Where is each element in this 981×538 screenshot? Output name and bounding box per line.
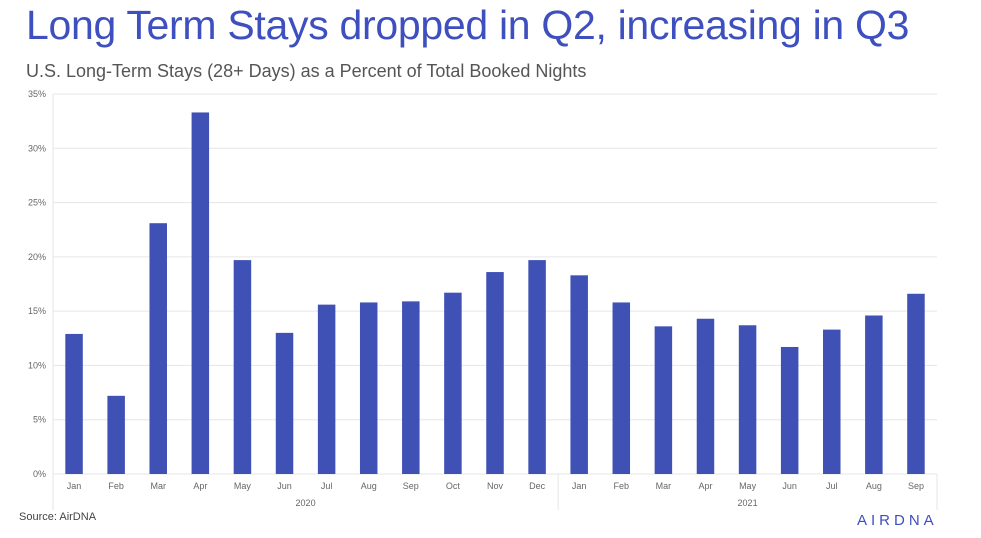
- x-tick-label: May: [234, 481, 252, 491]
- x-tick-label: Apr: [698, 481, 712, 491]
- x-tick-label: Jan: [572, 481, 587, 491]
- bar: [570, 275, 588, 474]
- x-tick-label: Jan: [67, 481, 82, 491]
- bar: [107, 395, 125, 474]
- source-note: Source: AirDNA: [19, 511, 97, 523]
- bar: [865, 315, 883, 474]
- x-tick-label: Jun: [782, 481, 797, 491]
- y-tick-label: 5%: [33, 415, 46, 425]
- y-tick-label: 25%: [28, 198, 46, 208]
- x-tick-label: Sep: [908, 481, 924, 491]
- bar: [823, 329, 841, 474]
- bar: [907, 293, 925, 474]
- x-group-label: 2021: [738, 498, 758, 508]
- bar: [275, 332, 294, 474]
- x-tick-label: Apr: [193, 481, 207, 491]
- y-tick-label: 30%: [28, 143, 46, 153]
- x-axis-groups: 2020 2021: [52, 474, 938, 510]
- bar: [654, 326, 673, 474]
- y-tick-label: 0%: [33, 469, 46, 479]
- y-tick-label: 10%: [28, 360, 46, 370]
- x-tick-label: Jul: [826, 481, 838, 491]
- x-tick-label: Dec: [529, 481, 546, 491]
- x-tick-label: Jun: [277, 481, 292, 491]
- bar: [359, 302, 378, 474]
- bar: [486, 272, 504, 474]
- chart-subtitle: U.S. Long-Term Stays (28+ Days) as a Per…: [26, 61, 587, 81]
- bar: [191, 112, 210, 474]
- x-tick-label: Aug: [361, 481, 377, 491]
- bar: [444, 292, 462, 474]
- x-tick-label: Nov: [487, 481, 504, 491]
- x-tick-label: Feb: [108, 481, 124, 491]
- bar: [233, 260, 252, 474]
- bar: [317, 304, 336, 474]
- y-tick-label: 35%: [28, 89, 46, 99]
- bar: [612, 302, 631, 474]
- x-tick-label: Mar: [150, 481, 166, 491]
- bar: [696, 318, 715, 474]
- x-tick-label: May: [739, 481, 757, 491]
- bar: [738, 325, 757, 474]
- x-tick-label: Oct: [446, 481, 461, 491]
- x-axis-ticks: Jan Feb Mar Apr May Jun Jul Aug Sep Oct Nov Dec Jan F…: [67, 481, 924, 491]
- x-group-label: 2020: [296, 498, 316, 508]
- y-axis-ticks: 0% 5% 10% 15% 20% 25% 30% 35%: [28, 89, 46, 479]
- bar: [402, 301, 420, 474]
- x-tick-label: Mar: [656, 481, 672, 491]
- bar: [149, 223, 167, 474]
- chart-title: Long Term Stays dropped in Q2, increasin…: [26, 2, 910, 48]
- bar: [528, 260, 546, 474]
- bar: [780, 346, 799, 474]
- x-tick-label: Sep: [403, 481, 419, 491]
- bar: [65, 333, 83, 474]
- x-tick-label: Aug: [866, 481, 882, 491]
- x-tick-label: Feb: [614, 481, 630, 491]
- y-tick-label: 20%: [28, 252, 46, 262]
- airdna-logo: AIRDNA: [857, 512, 938, 529]
- bars: [65, 112, 925, 474]
- y-tick-label: 15%: [28, 306, 46, 316]
- x-tick-label: Jul: [321, 481, 333, 491]
